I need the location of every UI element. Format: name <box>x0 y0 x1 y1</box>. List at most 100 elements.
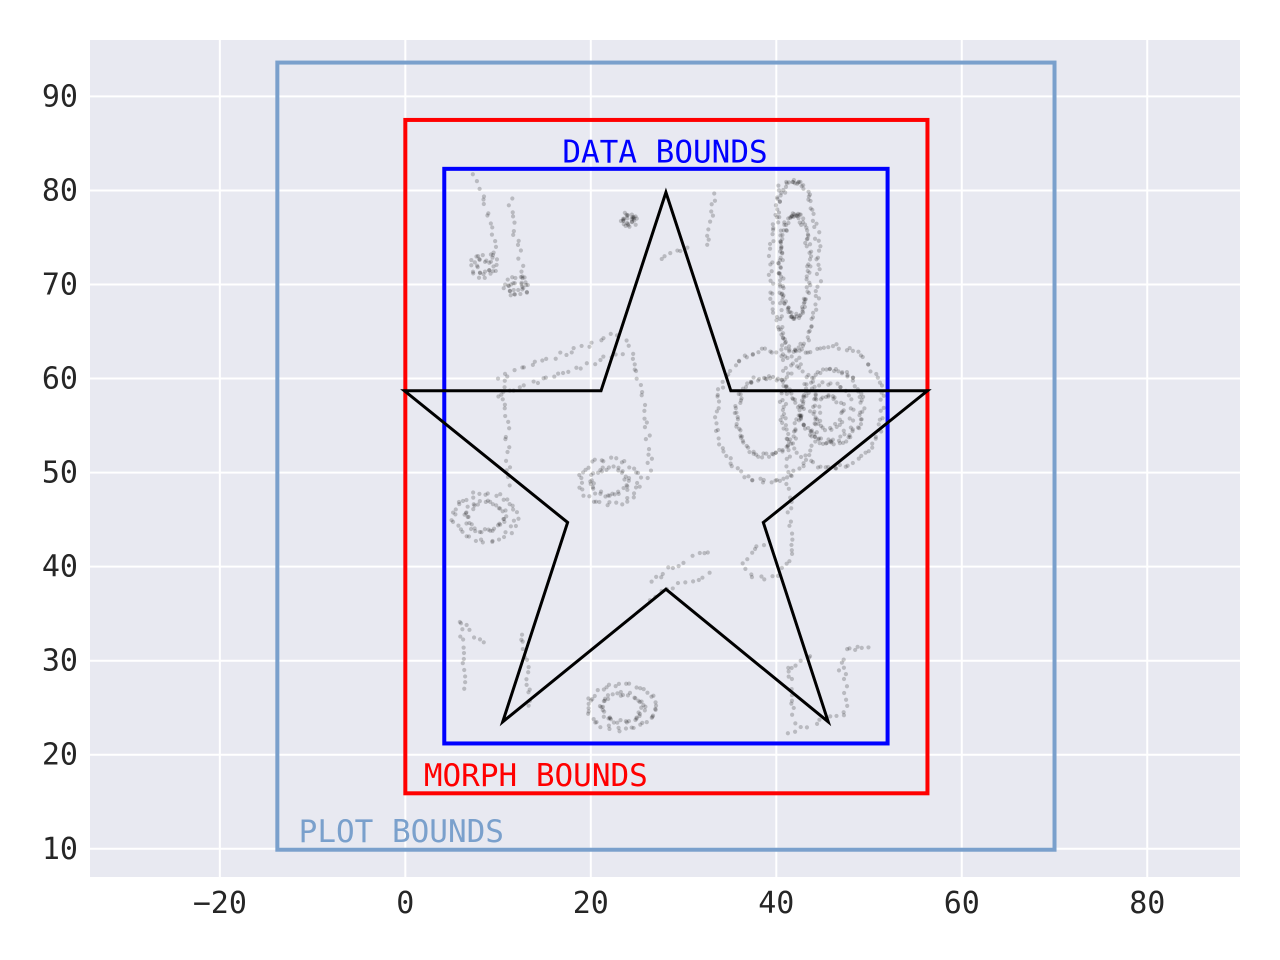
data-point <box>752 452 756 456</box>
data-point <box>481 197 485 201</box>
data-point <box>771 301 775 305</box>
data-point <box>507 445 511 449</box>
data-point <box>845 373 849 377</box>
data-point <box>505 450 509 454</box>
data-point <box>786 221 790 225</box>
y-tick-label: 50 <box>42 456 78 491</box>
data-point <box>796 216 800 220</box>
data-point <box>526 670 530 674</box>
data-point <box>504 459 508 463</box>
data-point <box>813 302 817 306</box>
data-point <box>458 620 462 624</box>
data-point <box>713 415 717 419</box>
data-point <box>775 195 779 199</box>
data-point <box>503 508 507 512</box>
data-point <box>783 337 787 341</box>
data-point <box>776 325 780 329</box>
data-point <box>621 693 625 697</box>
data-point <box>690 554 694 558</box>
data-point <box>638 723 642 727</box>
data-point <box>778 278 782 282</box>
data-point <box>494 494 498 498</box>
data-point <box>784 299 788 303</box>
data-point <box>521 264 525 268</box>
data-point <box>861 355 865 359</box>
data-point <box>733 411 737 415</box>
data-point <box>822 346 826 350</box>
data-point <box>598 358 602 362</box>
data-point <box>633 718 637 722</box>
data-point <box>631 357 635 361</box>
data-point <box>506 277 510 281</box>
data-point <box>812 410 816 414</box>
plot-bounds-label: PLOT BOUNDS <box>299 814 504 850</box>
data-point <box>809 317 813 321</box>
data-point <box>713 199 717 203</box>
data-point <box>649 468 653 472</box>
data-point <box>643 708 647 712</box>
data-point <box>606 716 610 720</box>
data-point <box>467 521 471 525</box>
data-point <box>638 485 642 489</box>
data-point <box>483 260 487 264</box>
data-point <box>516 243 520 247</box>
data-point <box>848 346 852 350</box>
data-point <box>733 404 737 408</box>
data-point <box>798 342 802 346</box>
data-point <box>842 432 846 436</box>
data-point <box>635 377 639 381</box>
data-point <box>607 465 611 469</box>
data-point <box>691 579 695 583</box>
data-point <box>879 398 883 402</box>
data-point <box>842 408 846 412</box>
data-point <box>793 721 797 725</box>
y-tick-label: 70 <box>42 268 78 303</box>
data-point <box>639 383 643 387</box>
data-point <box>519 275 523 279</box>
data-point <box>749 572 753 576</box>
data-point <box>497 537 501 541</box>
data-point <box>632 495 636 499</box>
data-point <box>514 524 518 528</box>
data-point <box>544 376 548 380</box>
data-point <box>737 359 741 363</box>
data-point <box>497 506 501 510</box>
data-point <box>736 466 740 470</box>
data-point <box>598 704 602 708</box>
data-point <box>808 448 812 452</box>
data-point <box>785 437 789 441</box>
data-point <box>880 383 884 387</box>
data-point <box>809 381 813 385</box>
data-point <box>791 350 795 354</box>
data-point <box>627 476 631 480</box>
data-point <box>811 311 815 315</box>
data-point <box>487 261 491 265</box>
data-point <box>785 356 789 360</box>
data-point <box>767 273 771 277</box>
data-point <box>770 269 774 273</box>
data-point <box>851 349 855 353</box>
data-point <box>512 288 516 292</box>
data-point <box>786 510 790 514</box>
data-point <box>805 290 809 294</box>
data-point <box>634 685 638 689</box>
data-point <box>817 383 821 387</box>
data-point <box>466 515 470 519</box>
data-point <box>697 578 701 582</box>
data-point <box>501 397 505 401</box>
data-point <box>834 714 838 718</box>
data-point <box>808 409 812 413</box>
data-point <box>790 677 794 681</box>
data-point <box>721 385 725 389</box>
data-point <box>593 458 597 462</box>
data-point <box>496 523 500 527</box>
data-point <box>797 466 801 470</box>
data-point <box>760 455 764 459</box>
data-point <box>817 296 821 300</box>
data-point <box>473 526 477 530</box>
x-tick-label: 40 <box>758 886 794 921</box>
data-point <box>581 494 585 498</box>
data-point <box>465 534 469 538</box>
data-point <box>773 479 777 483</box>
data-point <box>814 289 818 293</box>
